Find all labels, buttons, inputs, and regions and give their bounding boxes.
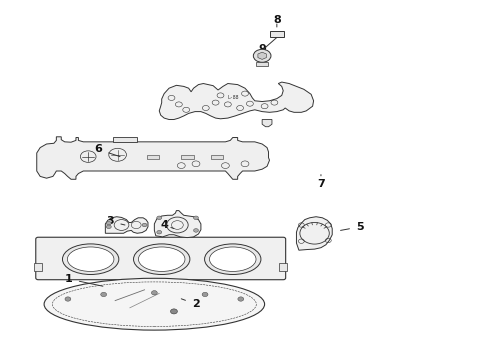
Circle shape	[194, 216, 198, 220]
Ellipse shape	[133, 244, 190, 274]
Text: 7: 7	[317, 175, 325, 189]
Bar	[34, 263, 42, 271]
Polygon shape	[113, 137, 137, 142]
Ellipse shape	[44, 278, 265, 330]
Bar	[270, 31, 284, 37]
Polygon shape	[258, 52, 267, 59]
Text: L-88: L-88	[227, 95, 239, 100]
Text: 5: 5	[341, 222, 364, 232]
Circle shape	[101, 292, 107, 297]
FancyBboxPatch shape	[36, 237, 286, 280]
Bar	[147, 155, 159, 159]
Circle shape	[194, 229, 198, 232]
Circle shape	[157, 216, 162, 220]
Circle shape	[106, 225, 111, 229]
Text: 9: 9	[258, 44, 266, 55]
Circle shape	[65, 297, 71, 301]
Circle shape	[151, 291, 157, 295]
Text: 2: 2	[181, 299, 200, 309]
Circle shape	[142, 223, 147, 227]
Ellipse shape	[205, 244, 261, 274]
Text: 6: 6	[94, 144, 120, 157]
Polygon shape	[296, 217, 332, 250]
Ellipse shape	[67, 247, 114, 271]
Text: 4: 4	[160, 220, 174, 230]
Polygon shape	[159, 82, 314, 120]
Circle shape	[253, 49, 271, 62]
Circle shape	[106, 221, 111, 225]
Circle shape	[171, 309, 177, 314]
Polygon shape	[37, 137, 270, 179]
Polygon shape	[154, 211, 201, 238]
Ellipse shape	[138, 247, 185, 271]
Circle shape	[238, 297, 244, 301]
Ellipse shape	[210, 247, 256, 271]
Bar	[181, 155, 194, 159]
Circle shape	[157, 230, 162, 234]
Text: 8: 8	[273, 15, 281, 27]
Bar	[279, 263, 287, 271]
Circle shape	[202, 292, 208, 297]
Text: 3: 3	[106, 216, 125, 226]
Polygon shape	[262, 120, 272, 127]
Polygon shape	[105, 217, 148, 233]
Ellipse shape	[62, 244, 119, 274]
Bar	[211, 155, 223, 159]
Text: 1: 1	[65, 274, 103, 286]
Bar	[256, 62, 268, 66]
